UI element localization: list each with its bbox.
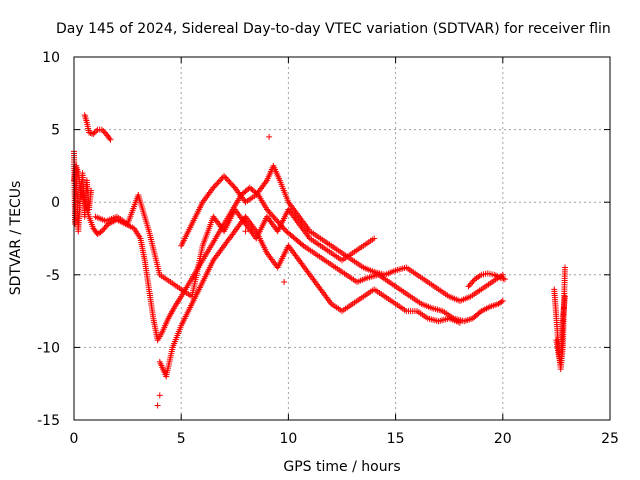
data-point [266, 133, 273, 140]
data-point [154, 402, 161, 409]
x-tick-label: 0 [70, 431, 79, 447]
data-point [98, 228, 105, 235]
data-point-interp [223, 175, 230, 182]
data-point-interp [298, 241, 305, 248]
data-point-interp [281, 226, 288, 233]
x-tick-label: 5 [177, 431, 186, 447]
data-point-interp [265, 207, 272, 214]
y-axis-label: SDTVAR / TECUs [8, 181, 24, 296]
data-point-interp [470, 277, 477, 284]
data-points [71, 112, 568, 409]
data-point-interp [93, 128, 100, 135]
data-point-interp [269, 212, 276, 219]
x-axis-label: GPS time / hours [283, 459, 400, 475]
data-point [98, 126, 105, 133]
y-tick-label: -10 [37, 340, 60, 356]
data-point-interp [100, 128, 107, 135]
tick-labels: 0 5 10 15 20 25 -15 -10 -5 0 5 10 [37, 50, 619, 447]
data-point-interp [476, 309, 483, 316]
plot-frame [73, 56, 611, 421]
data-point-interp [466, 281, 473, 288]
data-point [90, 130, 97, 137]
data-point [156, 392, 163, 399]
data-point-interp [218, 175, 225, 182]
data-point [210, 184, 217, 191]
data-point-interp [267, 210, 274, 217]
data-point-interp [274, 218, 281, 225]
data-point-interp [227, 180, 234, 187]
data-point-interp [213, 181, 220, 188]
x-tick-label: 10 [279, 431, 297, 447]
x-tick-label: 15 [387, 431, 405, 447]
data-point-interp [271, 215, 278, 222]
x-tick-label: 25 [601, 431, 619, 447]
data-point-interp [225, 177, 232, 184]
y-tick-label: 5 [51, 123, 60, 139]
data-point [107, 136, 114, 143]
data-point-interp [101, 225, 108, 232]
data-point [371, 235, 378, 242]
y-tick-label: -5 [46, 268, 60, 284]
grid-lines [74, 57, 610, 420]
data-point-interp [101, 129, 108, 136]
data-point-interp [266, 209, 273, 216]
data-point-interp [100, 226, 107, 233]
data-point-interp [498, 298, 505, 305]
data-point-interp [106, 135, 113, 142]
data-point [499, 297, 506, 304]
y-tick-label: -15 [37, 413, 60, 429]
data-point [242, 228, 249, 235]
data-point-interp [215, 178, 222, 185]
data-point-interp [272, 216, 279, 223]
data-point-interp [104, 222, 111, 229]
data-point [465, 283, 472, 290]
data-point-interp [229, 181, 236, 188]
data-point [281, 279, 288, 286]
data-point [501, 276, 508, 283]
data-point-interp [211, 183, 218, 190]
data-point-interp [226, 178, 233, 185]
x-tick-label: 20 [494, 431, 512, 447]
data-point [221, 173, 228, 180]
data-point-interp [230, 183, 237, 190]
data-point [263, 206, 270, 213]
data-point [561, 264, 568, 271]
y-tick-label: 0 [51, 195, 60, 211]
data-point [270, 213, 277, 220]
data-point-interp [280, 225, 287, 232]
chart-title: Day 145 of 2024, Sidereal Day-to-day VTE… [56, 21, 611, 37]
data-point-interp [222, 174, 229, 181]
data-point-interp [91, 129, 98, 136]
data-point [88, 187, 95, 194]
data-point-interp [469, 279, 476, 286]
data-point-interp [468, 280, 475, 287]
data-point-interp [217, 177, 224, 184]
data-point [561, 293, 568, 300]
data-point [456, 319, 463, 326]
y-tick-label: 10 [42, 50, 60, 66]
data-point-interp [102, 223, 109, 230]
data-point-interp [214, 180, 221, 187]
